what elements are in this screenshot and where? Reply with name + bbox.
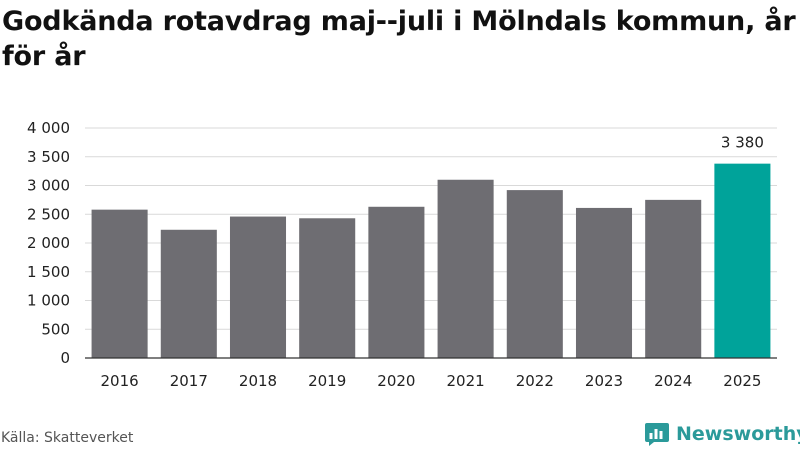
x-tick-label: 2016 xyxy=(101,372,139,390)
y-tick-label: 2 000 xyxy=(27,234,70,252)
x-tick-label: 2019 xyxy=(308,372,346,390)
x-tick-label: 2025 xyxy=(723,372,761,390)
y-tick-label: 0 xyxy=(60,349,70,367)
y-tick-label: 1 500 xyxy=(27,263,70,281)
data-label: 3 380 xyxy=(721,134,764,152)
x-tick-label: 2018 xyxy=(239,372,277,390)
bar-2022 xyxy=(506,190,563,358)
y-tick-label: 3 500 xyxy=(27,148,70,166)
bar-2016 xyxy=(91,209,148,358)
brand-name: Newsworthy xyxy=(676,423,800,445)
newsworthy-logo-icon xyxy=(645,423,669,446)
bar-2017 xyxy=(160,229,217,358)
y-tick-label: 4 000 xyxy=(27,119,70,137)
x-tick-label: 2017 xyxy=(170,372,208,390)
bar-2023 xyxy=(575,207,633,358)
x-tick-label: 2022 xyxy=(516,372,554,390)
y-tick-label: 1 000 xyxy=(27,292,70,310)
bar-2024 xyxy=(645,199,702,358)
y-tick-label: 500 xyxy=(41,320,70,338)
x-tick-label: 2021 xyxy=(447,372,485,390)
chart-title: Godkända rotavdrag maj--juli i Mölndals … xyxy=(2,6,796,72)
x-tick-label: 2023 xyxy=(585,372,623,390)
data-labels: 3 380 xyxy=(721,134,764,152)
bars xyxy=(91,163,771,358)
bar-2019 xyxy=(299,218,356,358)
x-tick-label: 2024 xyxy=(654,372,692,390)
x-axis-tick-labels: 2016 2017 2018 2019 2020 2021 2022 2023 2024 2025 xyxy=(101,372,762,390)
y-tick-label: 2 500 xyxy=(27,205,70,223)
y-axis-tick-labels: 0 500 1 000 1 500 2 000 2 500 3 000 3 500 4 000 xyxy=(27,119,70,367)
source-note: Källa: Skatteverket xyxy=(1,430,134,446)
bar-2020 xyxy=(368,206,425,358)
bar-2021 xyxy=(437,179,494,358)
y-tick-label: 3 000 xyxy=(27,177,70,195)
bar-2018 xyxy=(229,216,287,358)
bar-2025 xyxy=(714,163,771,358)
brand-logo-link[interactable]: Newsworthy xyxy=(644,420,800,448)
x-tick-label: 2020 xyxy=(377,372,415,390)
